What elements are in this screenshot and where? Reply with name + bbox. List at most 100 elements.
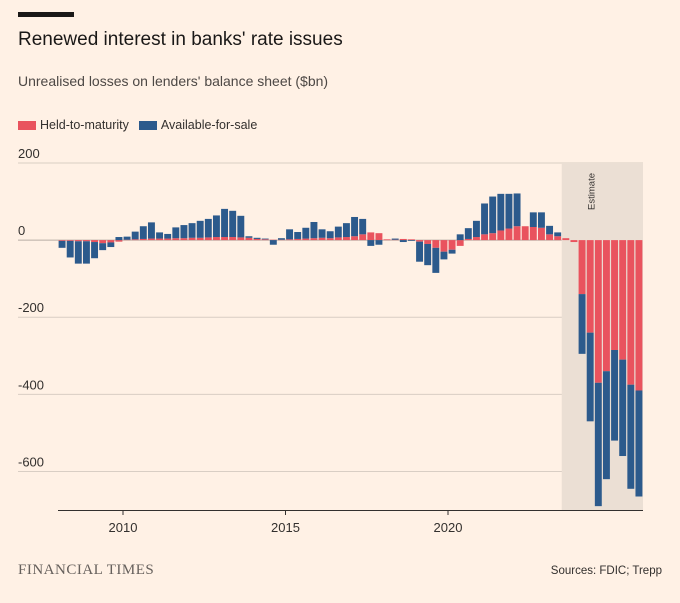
bar-held-to-maturity: [107, 240, 115, 243]
bar-available-for-sale: [472, 220, 480, 238]
bar-held-to-maturity: [424, 240, 432, 244]
bar-held-to-maturity: [180, 238, 188, 241]
bar-held-to-maturity: [147, 238, 155, 241]
legend-swatch-held-to-maturity: [18, 120, 36, 130]
legend-item-available-for-sale: Available-for-sale: [138, 118, 257, 132]
bar-available-for-sale: [221, 208, 229, 238]
bar-available-for-sale: [212, 215, 220, 238]
bar-held-to-maturity: [99, 240, 107, 244]
bar-held-to-maturity: [416, 240, 424, 242]
bar-held-to-maturity: [245, 237, 253, 241]
bar-available-for-sale: [164, 233, 172, 239]
bar-held-to-maturity: [456, 240, 464, 246]
bar-held-to-maturity: [82, 240, 90, 242]
bar-held-to-maturity: [367, 232, 375, 241]
gridlines: [18, 162, 643, 472]
bar-available-for-sale: [310, 221, 318, 239]
bar-available-for-sale: [375, 240, 383, 245]
x-tick-label: 2010: [109, 520, 138, 535]
bar-held-to-maturity: [546, 234, 554, 241]
bar-available-for-sale: [529, 212, 537, 228]
bar-available-for-sale: [334, 226, 342, 238]
bar-available-for-sale: [180, 225, 188, 239]
bar-available-for-sale: [147, 222, 155, 239]
bar-available-for-sale: [74, 241, 82, 264]
bar-available-for-sale: [245, 236, 253, 238]
bar-available-for-sale: [58, 240, 66, 248]
bar-held-to-maturity: [407, 239, 415, 241]
bar-held-to-maturity: [164, 238, 172, 241]
bar-available-for-sale: [359, 218, 367, 235]
chart-subtitle: Unrealised losses on lenders' balance sh…: [18, 73, 329, 89]
legend-swatch-available-for-sale: [138, 120, 157, 130]
bar-available-for-sale: [635, 390, 643, 497]
bar-available-for-sale: [326, 231, 334, 239]
bar-held-to-maturity: [302, 238, 310, 241]
bar-held-to-maturity: [74, 240, 82, 242]
bar-held-to-maturity: [212, 237, 220, 241]
bar-available-for-sale: [619, 359, 627, 457]
bar-available-for-sale: [399, 240, 407, 243]
bar-held-to-maturity: [611, 240, 619, 350]
bar-held-to-maturity: [472, 237, 480, 241]
bar-available-for-sale: [91, 242, 99, 259]
bar-available-for-sale: [497, 193, 505, 231]
bar-held-to-maturity: [570, 240, 578, 243]
bar-available-for-sale: [554, 232, 562, 237]
bar-available-for-sale: [253, 237, 261, 239]
bar-available-for-sale: [172, 227, 180, 239]
bar-held-to-maturity: [594, 240, 602, 383]
bar-available-for-sale: [432, 247, 440, 273]
bar-held-to-maturity: [139, 238, 147, 241]
bar-held-to-maturity: [432, 240, 440, 248]
bar-available-for-sale: [139, 226, 147, 239]
bar-available-for-sale: [456, 234, 464, 241]
bar-available-for-sale: [611, 349, 619, 441]
bar-available-for-sale: [351, 216, 359, 237]
bar-available-for-sale: [594, 382, 602, 507]
bar-available-for-sale: [204, 218, 212, 238]
bar-held-to-maturity: [375, 233, 383, 241]
bar-held-to-maturity: [294, 238, 302, 241]
bar-held-to-maturity: [505, 228, 513, 241]
bar-available-for-sale: [464, 228, 472, 239]
bar-held-to-maturity: [359, 234, 367, 241]
bar-available-for-sale: [440, 251, 448, 260]
bar-held-to-maturity: [513, 226, 521, 241]
bar-held-to-maturity: [383, 239, 391, 241]
x-tick-label: 2020: [434, 520, 463, 535]
bar-available-for-sale: [286, 229, 294, 240]
bar-held-to-maturity: [578, 240, 586, 295]
bar-held-to-maturity: [261, 239, 269, 241]
chart-title: Renewed interest in banks' rate issues: [18, 29, 343, 50]
estimate-label: Estimate: [586, 173, 597, 210]
bar-available-for-sale: [123, 236, 131, 240]
bar-held-to-maturity: [481, 234, 489, 241]
bar-held-to-maturity: [627, 240, 635, 385]
bar-available-for-sale: [318, 229, 326, 238]
bar-held-to-maturity: [253, 238, 261, 241]
bar-available-for-sale: [82, 241, 90, 264]
bar-available-for-sale: [107, 242, 115, 248]
legend: Held-to-maturity Available-for-sale: [18, 118, 267, 132]
bar-held-to-maturity: [334, 237, 342, 241]
bar-held-to-maturity: [342, 237, 350, 241]
bar-held-to-maturity: [310, 238, 318, 241]
bar-available-for-sale: [342, 223, 350, 238]
bar-held-to-maturity: [188, 237, 196, 241]
bar-available-for-sale: [602, 371, 610, 480]
bar-held-to-maturity: [58, 240, 66, 241]
bar-held-to-maturity: [115, 240, 123, 242]
bar-held-to-maturity: [318, 237, 326, 241]
bar-held-to-maturity: [172, 238, 180, 241]
bar-available-for-sale: [586, 332, 594, 422]
y-tick-label: -400: [18, 377, 44, 392]
bar-available-for-sale: [489, 196, 497, 234]
y-tick-label: 0: [18, 223, 25, 238]
bar-available-for-sale: [66, 240, 74, 258]
bar-held-to-maturity: [562, 238, 570, 241]
bar-available-for-sale: [261, 238, 269, 240]
bar-available-for-sale: [505, 193, 513, 229]
bar-held-to-maturity: [440, 240, 448, 252]
